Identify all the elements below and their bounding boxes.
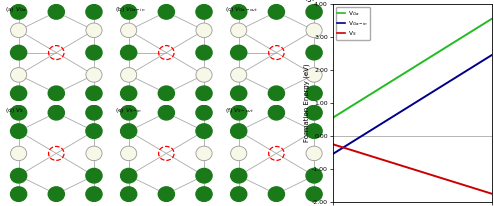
Circle shape	[158, 187, 174, 201]
Circle shape	[231, 23, 247, 37]
Circle shape	[48, 5, 64, 19]
Circle shape	[86, 86, 102, 101]
Text: (b) $V_{Ga-in}$: (b) $V_{Ga-in}$	[115, 5, 145, 14]
Circle shape	[306, 23, 322, 37]
Circle shape	[48, 86, 64, 101]
Circle shape	[86, 5, 102, 19]
Circle shape	[196, 146, 212, 161]
Circle shape	[196, 187, 212, 201]
Circle shape	[121, 169, 137, 183]
Circle shape	[158, 86, 174, 101]
Circle shape	[86, 169, 102, 183]
Circle shape	[306, 187, 322, 201]
Circle shape	[10, 45, 27, 60]
Circle shape	[10, 68, 27, 82]
Circle shape	[231, 105, 247, 120]
Circle shape	[10, 5, 27, 19]
Circle shape	[10, 86, 27, 101]
Circle shape	[268, 5, 285, 19]
Text: (a) $V_{Ga}$: (a) $V_{Ga}$	[4, 5, 26, 14]
Circle shape	[86, 105, 102, 120]
Circle shape	[231, 68, 247, 82]
Circle shape	[121, 124, 137, 138]
Circle shape	[10, 146, 27, 161]
Circle shape	[121, 187, 137, 201]
Circle shape	[86, 146, 102, 161]
Circle shape	[196, 105, 212, 120]
Circle shape	[306, 68, 322, 82]
Circle shape	[231, 146, 247, 161]
Circle shape	[231, 5, 247, 19]
Text: (e) $V_{S-in}$: (e) $V_{S-in}$	[115, 106, 142, 115]
Circle shape	[306, 105, 322, 120]
Circle shape	[10, 187, 27, 201]
Circle shape	[121, 105, 137, 120]
Circle shape	[231, 169, 247, 183]
Circle shape	[121, 5, 137, 19]
Circle shape	[306, 124, 322, 138]
Circle shape	[231, 187, 247, 201]
Circle shape	[306, 146, 322, 161]
Circle shape	[196, 5, 212, 19]
Text: (g): (g)	[304, 0, 315, 2]
Circle shape	[121, 146, 137, 161]
Circle shape	[10, 169, 27, 183]
Circle shape	[121, 23, 137, 37]
Circle shape	[121, 45, 137, 60]
Circle shape	[196, 124, 212, 138]
Circle shape	[231, 86, 247, 101]
Circle shape	[268, 187, 285, 201]
Circle shape	[268, 86, 285, 101]
Circle shape	[231, 45, 247, 60]
Circle shape	[231, 124, 247, 138]
Text: (d) $V_S$: (d) $V_S$	[4, 106, 23, 115]
Circle shape	[306, 86, 322, 101]
Circle shape	[10, 124, 27, 138]
Circle shape	[48, 105, 64, 120]
Circle shape	[10, 105, 27, 120]
Circle shape	[306, 45, 322, 60]
Text: (c) $V_{Ga-out}$: (c) $V_{Ga-out}$	[225, 5, 258, 14]
Circle shape	[10, 23, 27, 37]
Text: (f) $V_{S-out}$: (f) $V_{S-out}$	[225, 106, 254, 115]
Circle shape	[121, 68, 137, 82]
Circle shape	[86, 23, 102, 37]
Circle shape	[158, 5, 174, 19]
Circle shape	[121, 86, 137, 101]
Circle shape	[268, 105, 285, 120]
Circle shape	[86, 45, 102, 60]
Circle shape	[196, 169, 212, 183]
Circle shape	[196, 45, 212, 60]
Circle shape	[158, 105, 174, 120]
Circle shape	[48, 187, 64, 201]
Circle shape	[196, 68, 212, 82]
Circle shape	[196, 23, 212, 37]
Circle shape	[86, 187, 102, 201]
Circle shape	[86, 68, 102, 82]
Y-axis label: Formation Energy (eV): Formation Energy (eV)	[304, 64, 310, 142]
Circle shape	[86, 124, 102, 138]
Legend: V$_{Ga}$, V$_{Ga-in}$, V$_S$: V$_{Ga}$, V$_{Ga-in}$, V$_S$	[335, 7, 370, 40]
Circle shape	[306, 169, 322, 183]
Circle shape	[196, 86, 212, 101]
Circle shape	[306, 5, 322, 19]
